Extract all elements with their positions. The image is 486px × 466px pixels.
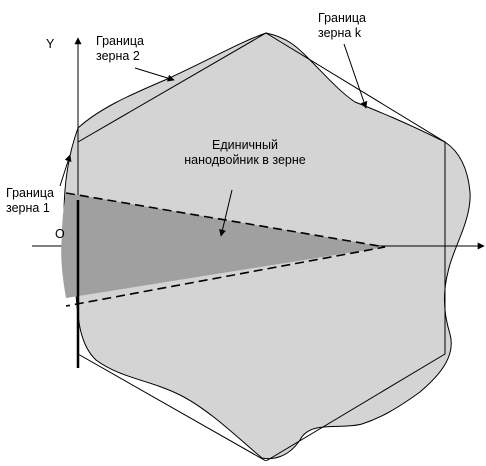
leader-grain-1 bbox=[59, 154, 72, 187]
leader-grain-k bbox=[343, 43, 368, 109]
label-grain-k-line1: Граница bbox=[318, 11, 366, 25]
nanotwin-dashed-boundary bbox=[65, 192, 386, 307]
y-axis-label: Y bbox=[46, 37, 55, 51]
label-grain-1-line1: Граница bbox=[6, 186, 54, 200]
label-grain-k: Граница зерна k bbox=[318, 11, 366, 41]
label-nanotwin-line1: Единичный bbox=[212, 138, 278, 152]
label-nanotwin-line2: нанодвойник в зерне bbox=[184, 153, 306, 167]
nanotwin-region bbox=[61, 193, 385, 298]
label-nanotwin: Единичный нанодвойник в зерне bbox=[175, 138, 315, 168]
leader-grain-2 bbox=[134, 67, 175, 82]
label-grain-1: Граница зерна 1 bbox=[6, 186, 54, 216]
label-grain-2-line2: зерна 2 bbox=[96, 49, 140, 63]
label-grain-k-line2: зерна k bbox=[318, 26, 362, 40]
label-grain-2-line1: Граница bbox=[96, 34, 144, 48]
leader-twin bbox=[219, 189, 233, 237]
label-grain-1-line2: зерна 1 bbox=[6, 201, 50, 215]
label-grain-2: Граница зерна 2 bbox=[96, 34, 144, 64]
origin-label: O bbox=[55, 227, 65, 241]
